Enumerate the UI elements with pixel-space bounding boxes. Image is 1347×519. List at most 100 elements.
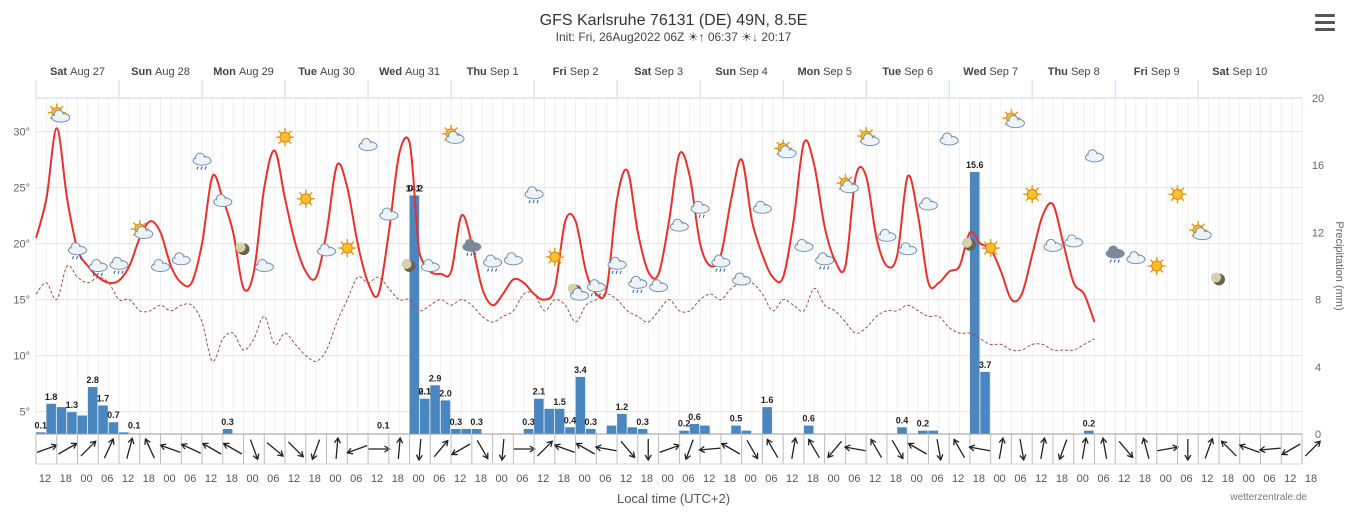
cloud-icon: [877, 228, 897, 242]
precip-label: 0.4: [896, 415, 909, 425]
wind-arrow-icon: [368, 445, 391, 453]
sun-cloud-icon: [442, 124, 465, 144]
precip-bar: [627, 427, 638, 434]
sun-cloud-icon: [836, 174, 859, 194]
precip-label: 0.3: [450, 417, 463, 427]
wind-arrow-icon: [936, 439, 944, 462]
wind-arrow-icon: [684, 439, 694, 461]
precip-label: 0.1: [377, 420, 390, 430]
x-tick-label: 00: [828, 473, 840, 485]
y-tick-temp: 15°: [13, 295, 30, 307]
x-tick-label: 00: [246, 473, 258, 485]
precip-bar: [575, 376, 586, 434]
sunrise-icon: ☀︎↑: [687, 30, 705, 44]
rain-icon: [586, 279, 606, 297]
precip-label: 0.1: [35, 420, 48, 430]
precip-bar: [36, 432, 46, 434]
y-tick-precip: 4: [1315, 362, 1321, 374]
cloud-icon: [1126, 251, 1146, 265]
chart-subtitle: Init: Fri, 26Aug2022 06Z ☀︎↑ 06:37 ☀︎↓ 2…: [0, 30, 1347, 44]
sun-icon: [296, 189, 315, 208]
hamburger-menu-icon[interactable]: [1315, 14, 1335, 32]
precip-bar: [77, 415, 88, 434]
day-label: Sat Sep 3: [634, 66, 683, 78]
x-tick-label: 12: [39, 473, 51, 485]
x-tick-label: 12: [1035, 473, 1047, 485]
precip-label: 0.3: [522, 417, 535, 427]
day-label: Tue Aug 30: [298, 66, 355, 78]
precip-label: 1.8: [45, 392, 58, 402]
x-tick-label: 12: [1201, 473, 1213, 485]
wind-arrow-icon: [266, 442, 285, 457]
precip-label: 0.3: [470, 417, 483, 427]
day-label: Tue Sep 6: [882, 66, 933, 78]
rain-icon: [88, 259, 108, 277]
y-tick-precip: 20: [1312, 93, 1324, 105]
wind-arrow-icon: [968, 444, 991, 452]
cloud-icon: [151, 259, 171, 272]
x-tick-label: 00: [80, 473, 92, 485]
sunrise-time: 06:37: [707, 30, 738, 44]
wind-arrow-icon: [1184, 439, 1192, 462]
y-tick-precip: 8: [1315, 295, 1321, 307]
wind-arrow-icon: [159, 443, 181, 454]
wind-arrow-icon: [1157, 444, 1180, 452]
cloud-icon: [171, 252, 191, 266]
x-tick-label: 18: [475, 473, 487, 485]
cloud-icon: [254, 259, 274, 272]
wind-arrow-icon: [310, 439, 321, 461]
rain-icon: [815, 252, 835, 270]
precip-label: 3.4: [574, 365, 587, 375]
wind-arrow-icon: [80, 440, 97, 457]
wind-arrow-icon: [1118, 440, 1134, 459]
precip-label: 0.4: [564, 415, 577, 425]
wind-arrow-icon: [553, 443, 575, 454]
wind-arrow-icon: [843, 444, 866, 452]
y-tick-temp: 5°: [19, 407, 30, 419]
wind-arrow-icon: [1019, 439, 1027, 462]
wind-arrow-icon: [36, 443, 58, 454]
precip-label: 0.6: [802, 414, 815, 424]
precip-bar: [67, 412, 77, 434]
cloud-icon: [918, 197, 938, 211]
init-text: Init: Fri, 26Aug2022 06Z: [555, 30, 685, 44]
x-tick-label: 18: [807, 473, 819, 485]
x-tick-label: 06: [1180, 473, 1192, 485]
x-tick-label: 18: [641, 473, 653, 485]
wind-arrow-icon: [1057, 439, 1068, 461]
wind-arrow-icon: [103, 437, 115, 459]
precip-label: 2.0: [439, 388, 452, 398]
sun-icon: [1168, 185, 1187, 204]
wind-arrow-icon: [1204, 437, 1215, 459]
precip-label: 0.3: [584, 417, 597, 427]
wind-arrow-icon: [415, 438, 423, 462]
precip-label: 2.9: [429, 373, 442, 383]
x-tick-label: 12: [703, 473, 715, 485]
cloud-icon: [794, 238, 814, 252]
x-tick-label: 06: [433, 473, 445, 485]
x-tick-label: 12: [537, 473, 549, 485]
cloud-icon: [213, 194, 233, 208]
precip-bar: [554, 408, 565, 434]
precip-label: 1.2: [616, 402, 629, 412]
credits-link[interactable]: wetterzentrale.de: [1230, 492, 1307, 503]
cloud-icon: [649, 279, 669, 293]
sun-cloud-icon: [857, 127, 880, 147]
precip-bar: [419, 398, 430, 434]
precip-bar: [606, 425, 617, 434]
x-tick-label: 18: [1056, 473, 1068, 485]
precip-label: 2.1: [418, 387, 431, 397]
chart-title: GFS Karlsruhe 76131 (DE) 49N, 8.5E: [539, 12, 808, 29]
cloud-icon: [939, 132, 959, 146]
cloud-icon: [379, 207, 399, 221]
precip-label: 3.7: [979, 360, 992, 370]
moon-icon: [235, 242, 250, 256]
day-label: Wed Sep 7: [963, 66, 1018, 78]
rain-icon: [690, 200, 710, 218]
x-tick-label: 18: [309, 473, 321, 485]
x-tick-label: 06: [1263, 473, 1275, 485]
precip-label: 1.7: [97, 393, 110, 403]
rain-icon: [711, 254, 731, 272]
x-tick-label: 00: [911, 473, 923, 485]
